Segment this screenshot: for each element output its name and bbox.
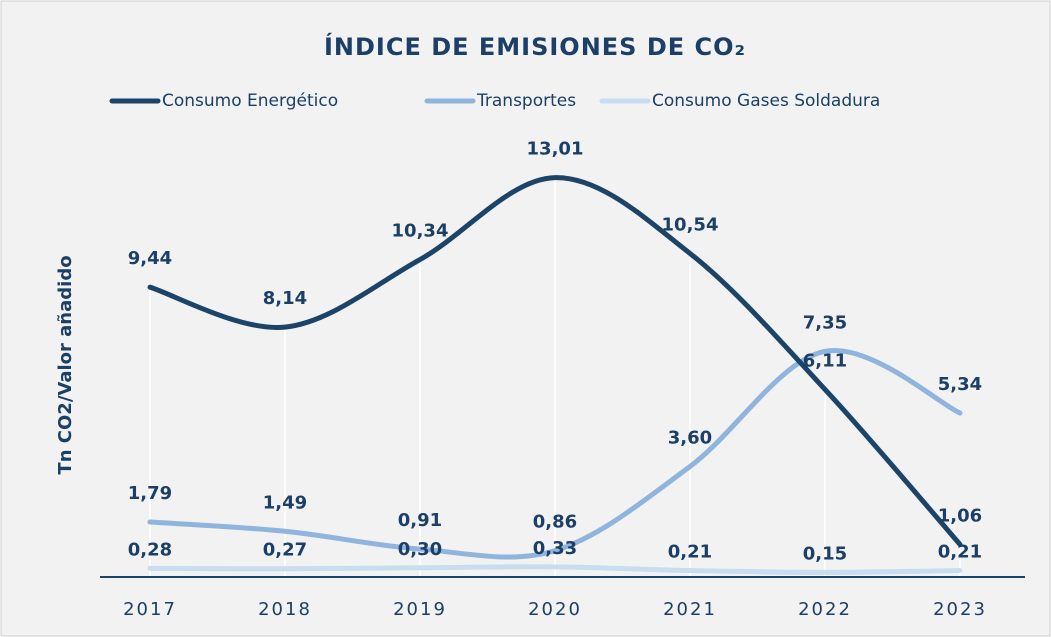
data-label: 0,86	[533, 512, 577, 533]
data-label: 0,33	[533, 538, 577, 559]
line-series	[147, 347, 963, 560]
x-tick-label: 2017	[123, 599, 177, 620]
y-axis-label: Tn CO2/Valor añadido	[55, 255, 76, 474]
line-series	[147, 175, 963, 547]
x-tick-label: 2018	[258, 599, 312, 620]
data-label: 0,91	[398, 510, 442, 531]
line-series	[147, 564, 963, 575]
data-label: 3,60	[668, 427, 712, 448]
data-label: 9,44	[128, 248, 172, 269]
chart-title: ÍNDICE DE EMISIONES DE CO₂	[324, 32, 746, 61]
data-label: 10,34	[392, 221, 449, 242]
data-label: 13,01	[527, 139, 584, 160]
data-label: 1,49	[263, 492, 307, 513]
data-label: 8,14	[263, 288, 307, 309]
legend-label: Transportes	[476, 91, 576, 111]
data-label: 5,34	[938, 374, 982, 395]
x-tick-label: 2021	[663, 599, 717, 620]
data-label: 0,15	[803, 543, 847, 564]
x-tick-label: 2020	[528, 599, 582, 620]
x-tick-label: 2022	[798, 599, 852, 620]
data-label: 0,21	[668, 542, 712, 563]
data-label: 0,27	[263, 540, 307, 561]
data-label: 1,79	[128, 483, 172, 504]
data-label: 0,28	[128, 539, 172, 560]
data-label: 0,21	[938, 542, 982, 563]
data-label: 6,11	[803, 350, 847, 371]
data-label: 10,54	[662, 214, 719, 235]
data-label: 7,35	[803, 312, 847, 333]
legend-label: Consumo Gases Soldadura	[652, 91, 880, 111]
legend-label: Consumo Energético	[162, 91, 338, 111]
x-tick-label: 2023	[933, 599, 987, 620]
data-label: 0,30	[398, 539, 442, 560]
data-label: 1,06	[938, 505, 982, 526]
x-tick-label: 2019	[393, 599, 447, 620]
